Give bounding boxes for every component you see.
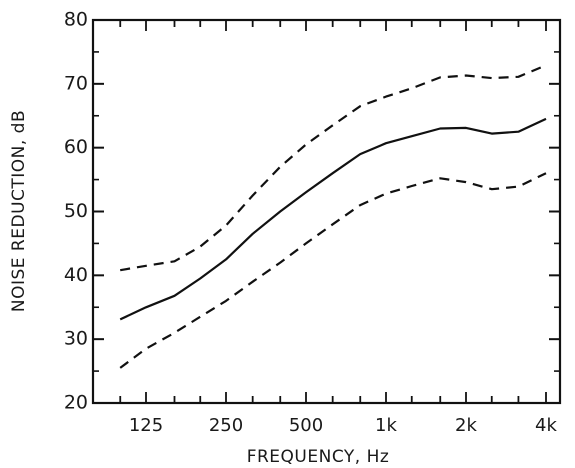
series-mean-solid-line [119,117,547,321]
y-tick-label: 50 [64,200,88,222]
y-tick-labels: 20 30 40 50 60 70 80 [64,9,88,414]
y-tick-label: 40 [64,264,88,286]
x-tick-label: 2k [455,415,477,436]
series-lower-dashed-line [119,172,547,369]
x-tick-label: 500 [289,415,323,436]
series-upper-dashed-line [120,64,547,272]
x-axis-title: FREQUENCY, Hz [247,447,390,467]
x-tick-labels: 125 250 500 1k 2k 4k [129,415,558,436]
y-tick-label: 80 [64,9,88,31]
y-tick-label: 20 [64,392,88,414]
x-tick-label: 1k [375,415,397,436]
y-tick-label: 30 [64,328,88,350]
x-tick-label: 250 [209,415,243,436]
series-layer [119,64,547,369]
plot-frame [91,18,562,405]
x-tick-label: 125 [129,415,163,436]
y-tick-label: 60 [64,136,88,158]
y-axis-title: NOISE REDUCTION, dB [9,110,29,312]
y-tick-label: 70 [64,72,88,94]
x-tick-label: 4k [535,415,557,436]
